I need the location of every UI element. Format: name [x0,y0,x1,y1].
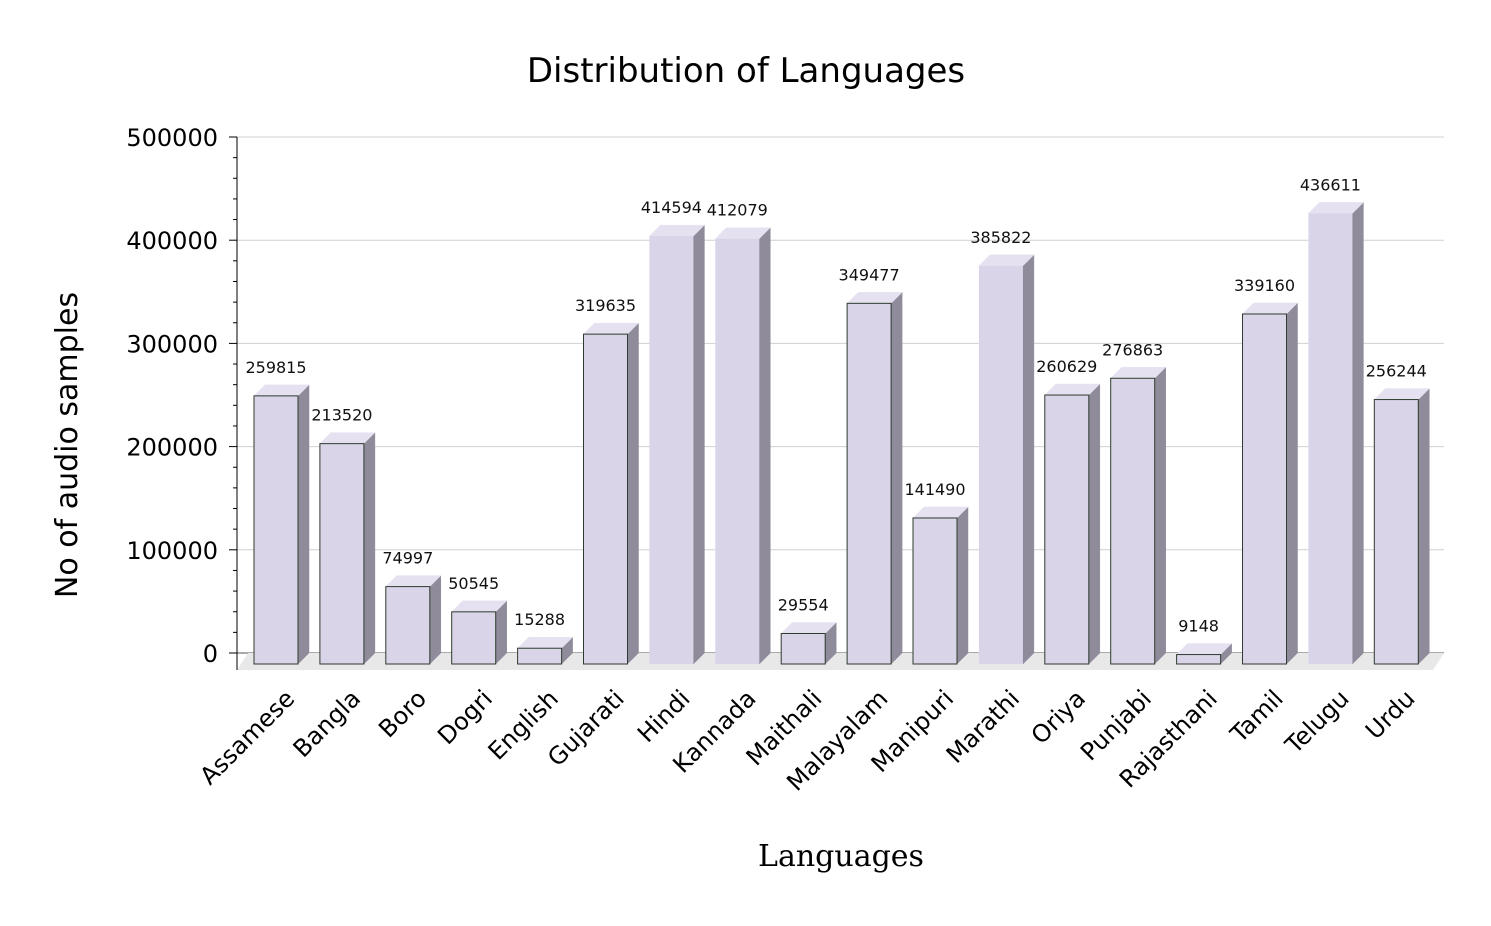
bar-front [912,517,958,665]
bar-side [759,227,771,665]
bar-side [956,506,969,665]
data-label: 319635 [575,296,636,315]
data-label: 74997 [382,549,433,568]
data-label: 276863 [1102,340,1163,359]
x-tick-label: Telugu [1279,684,1354,759]
bar [451,600,508,665]
bar-side [1418,387,1430,665]
y-tick-label: 400000 [126,227,218,255]
data-label: 29554 [778,596,829,615]
data-label: 9148 [1178,617,1219,636]
bar [846,291,903,665]
data-label: 213520 [311,406,372,425]
bar-side [627,322,639,665]
data-label: 50545 [448,574,499,593]
bar [780,621,837,665]
bar-front [1176,654,1222,665]
bar-front [451,611,497,665]
bar-side [693,224,705,665]
data-label: 385822 [970,228,1031,247]
bar [912,506,969,665]
chart-title: Distribution of Languages [527,51,965,91]
data-label: 256244 [1366,362,1427,381]
bar-side [1088,383,1101,665]
bar-front [780,633,826,665]
bar [1241,302,1299,665]
data-label: 436611 [1300,175,1361,194]
bar-front [1110,377,1156,665]
data-label: 414594 [641,198,702,217]
bar-layer [253,201,1430,665]
bar-front [583,333,628,665]
bar-front [385,586,431,665]
bar [582,322,640,665]
bar-side [363,432,376,665]
data-label: 259815 [245,358,306,377]
bar-side [429,574,442,665]
data-label: 15288 [514,610,565,629]
bar [1307,201,1365,665]
x-tick-label: Urdu [1360,684,1420,744]
bar-front [319,443,365,665]
bar [253,384,310,665]
data-label: 349477 [839,265,900,284]
bar [1373,387,1430,665]
y-tick-label: 300000 [126,330,218,358]
bar [385,574,442,665]
bar-front [978,265,1023,664]
x-axis-label: Languages [758,839,924,874]
y-axis-label: No of audio samples [50,292,85,598]
x-tick-label: Marathi [941,684,1025,768]
bar-front [1373,399,1419,665]
bar [516,636,574,665]
y-tick-label: 100000 [126,537,218,565]
bar [978,254,1035,665]
y-tick-label: 200000 [126,434,218,462]
data-label: 141490 [904,480,965,499]
bar-front [715,238,760,664]
label-layer: 259815 Assamese 213520 Bangla 74997 Boro 50545… [194,175,1426,796]
bar-side [890,291,903,665]
bar [714,227,771,665]
bar-front [649,236,694,665]
bar-side [297,384,310,665]
y-tick-label: 500000 [126,124,218,152]
axis-layer: 0 100000 200000 300000 400000 500000 [126,124,238,670]
bar-front [517,647,563,665]
bar-side [1154,366,1166,665]
bar-side [1022,254,1035,665]
bar-side [1286,302,1298,665]
bar [648,224,706,665]
x-tick-label: Assamese [194,684,300,790]
bar-front [846,302,892,665]
data-label: 260629 [1036,357,1097,376]
bar-front [253,395,299,665]
bar-front [1242,313,1287,665]
y-tick-label: 0 [203,640,218,668]
data-label: 412079 [707,201,768,220]
bar [1110,366,1167,665]
x-tick-label: Boro [373,684,432,743]
bar-front [1308,213,1353,664]
bar-side [1352,201,1364,665]
x-tick-label: Hindi [632,684,696,748]
bar [1044,383,1101,665]
bar-front [1044,394,1090,665]
bar [1175,642,1233,665]
x-tick-label: Bangla [288,684,366,762]
data-label: 339160 [1234,276,1295,295]
bar [319,432,376,665]
